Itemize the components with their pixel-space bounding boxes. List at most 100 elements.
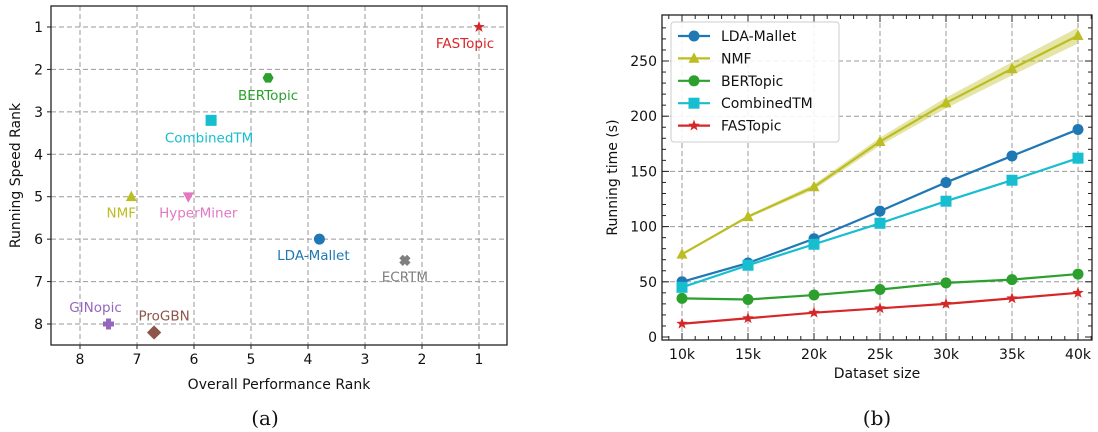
point-progbn: ProGBN [138, 308, 190, 340]
hyperminer-marker [182, 192, 194, 203]
legend-item-fastopic: FASTopic [678, 119, 781, 135]
combinedtm-marker [676, 281, 688, 293]
x-tick-label: 35k [999, 347, 1026, 363]
x-axis-label: Dataset size [834, 366, 920, 382]
x-tick-label: 8 [76, 352, 85, 368]
y-axis-label: Running Speed Rank [8, 102, 24, 248]
x-tick-label: 40k [1065, 347, 1092, 363]
nmf-marker [676, 248, 688, 259]
combinedtm-marker [1006, 174, 1018, 186]
lda-mallet-marker [940, 176, 952, 188]
nmf-marker [940, 96, 952, 108]
legend-label: LDA-Mallet [721, 29, 797, 45]
legend-item-nmf: NMF [678, 51, 752, 67]
legend-label: CombinedTM [721, 96, 813, 112]
point-label: FASTopic [436, 36, 494, 52]
bertopic-marker [262, 73, 274, 83]
x-tick-label: 7 [133, 352, 142, 368]
series-fastopic [676, 286, 1084, 329]
bertopic-marker [676, 292, 688, 304]
nmf-marker [808, 180, 820, 192]
ecrtm-marker [399, 254, 411, 267]
legend-fastopic-marker [688, 119, 700, 131]
point-label: CombinedTM [165, 130, 253, 146]
x-tick-label: 10k [669, 347, 696, 363]
fastopic-marker [1072, 286, 1084, 298]
y-tick-label: 4 [34, 147, 43, 163]
fastopic-marker [940, 297, 952, 309]
x-tick-label: 4 [304, 352, 313, 368]
point-label: ECRTM [382, 269, 428, 285]
axes-frame [50, 5, 508, 346]
legend-nmf-marker [688, 52, 700, 63]
bertopic-marker [742, 293, 754, 305]
x-tick-label: 5 [247, 352, 256, 368]
y-tick-label: 1 [34, 20, 43, 36]
y-tick-label: 6 [34, 232, 43, 248]
y-tick-label: 5 [34, 190, 43, 206]
ginopic-marker [103, 318, 114, 330]
point-hyperminer: HyperMiner [159, 192, 238, 222]
point-label: BERTopic [238, 88, 298, 104]
legend: LDA-Mallet NMF BERTopic CombinedTM FASTopic [670, 21, 840, 143]
bertopic-marker [874, 284, 886, 296]
x-tick-label: 3 [361, 352, 370, 368]
x-tick-label: 2 [418, 352, 427, 368]
nmf-marker [125, 190, 137, 202]
point-bertopic: BERTopic [238, 73, 298, 104]
axes-frame [661, 14, 1093, 341]
lda-mallet-marker [874, 205, 886, 217]
bertopic-marker [940, 277, 952, 289]
y-tick-label: 2 [34, 62, 43, 78]
y-tick-label: 0 [648, 330, 657, 346]
legend-lda-mallet-marker [688, 30, 700, 42]
legend-label: BERTopic [721, 74, 783, 90]
nmf-marker [1006, 62, 1018, 74]
combinedtm-marker [874, 217, 886, 229]
point-combinedtm: CombinedTM [165, 114, 253, 146]
nmf-marker [1072, 29, 1084, 41]
fastopic-marker [473, 20, 485, 32]
nmf-marker [742, 210, 754, 222]
y-tick-label: 7 [34, 275, 43, 291]
point-label: HyperMiner [159, 206, 238, 222]
point-lda-mallet: LDA-Mallet [277, 233, 350, 264]
y-tick-label: 250 [630, 54, 657, 70]
point-label: ProGBN [138, 308, 189, 324]
y-tick-label: 50 [639, 275, 657, 291]
legend-item-combinedtm: CombinedTM [678, 96, 813, 112]
y-tick-label: 150 [630, 164, 657, 180]
y-tick-label: 8 [34, 317, 43, 333]
legend-item-bertopic: BERTopic [678, 74, 783, 90]
y-tick-label: 200 [630, 109, 657, 125]
fastopic-marker [808, 306, 820, 318]
x-tick-label: 6 [190, 352, 199, 368]
lda-mallet-marker [1006, 150, 1018, 162]
x-tick-label: 20k [801, 347, 828, 363]
legend-label: FASTopic [721, 119, 781, 135]
series-lda-mallet [676, 123, 1084, 288]
point-nmf: NMF [107, 190, 137, 222]
caption-b: (b) [863, 406, 891, 430]
point-fastopic: FASTopic [436, 20, 494, 52]
bertopic-marker [1006, 274, 1018, 286]
series-bertopic [676, 268, 1084, 305]
bertopic-marker [808, 289, 820, 301]
point-label: GINopic [69, 300, 122, 316]
series-nmf [676, 27, 1084, 259]
fastopic-marker [742, 312, 754, 324]
x-tick-label: 30k [933, 347, 960, 363]
caption-a: (a) [251, 406, 279, 430]
lda-mallet-marker [1072, 123, 1084, 135]
legend-label: NMF [721, 51, 752, 67]
point-label: NMF [107, 206, 137, 222]
legend-item-lda-mallet: LDA-Mallet [678, 29, 797, 45]
fastopic-marker [874, 302, 886, 314]
legend-bertopic-marker [688, 75, 700, 87]
fastopic-marker [676, 317, 688, 329]
lda-mallet-marker [313, 233, 325, 245]
y-tick-label: 3 [34, 105, 43, 121]
chart-b-group: 10k 15k 20k 25k 30k 35k 40k 0 50 100 150 200 250 Data… [605, 14, 1093, 430]
